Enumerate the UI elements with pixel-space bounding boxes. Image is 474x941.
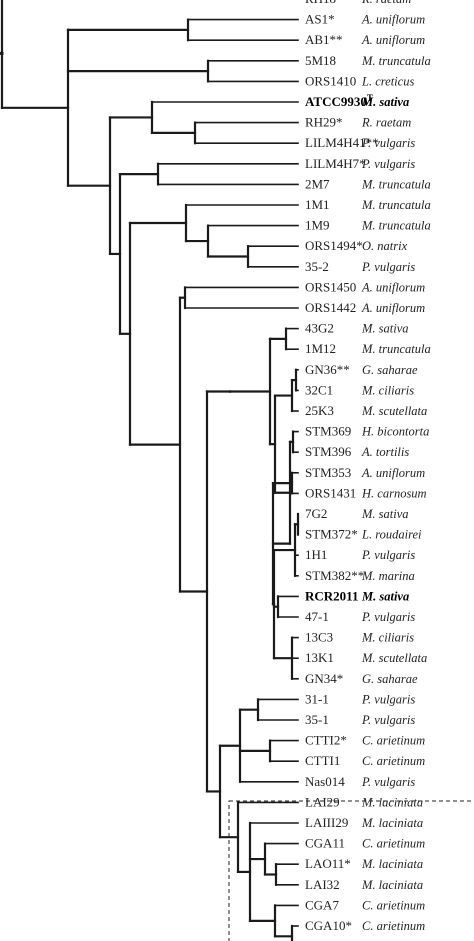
leaf-host-label: C. arietinum: [362, 734, 425, 748]
leaf-host-label: C. arietinum: [362, 754, 425, 768]
leaf-strain-label: GN36**: [305, 362, 350, 377]
leaf-host-label: L. roudairei: [361, 528, 422, 542]
leaf-strain-label: 1M12: [305, 341, 336, 356]
leaf-strain-label: Nas014: [305, 774, 345, 789]
leaf-host-label: M. ciliaris: [361, 631, 414, 645]
leaf-host-label: A. uniflorum: [361, 280, 425, 294]
leaf-labels: RH18** R. raetam AS1* A. uniflorum AB1** A. u…: [305, 0, 431, 941]
leaf-host-label: M. sativa: [361, 507, 409, 521]
leaf-strain-label: 1M9: [305, 218, 330, 233]
type-strain-superscript: T: [367, 93, 373, 103]
leaf-host-label: L. creticus: [361, 74, 414, 88]
leaf-host-label: M. truncatula: [361, 219, 431, 233]
leaf-strain-label: 35-1: [305, 712, 329, 727]
leaf-strain-label: CTTI2*: [305, 733, 347, 748]
leaf-host-label: R. raetam: [361, 116, 411, 130]
leaf-strain-label: 2M7: [305, 176, 330, 191]
leaf-strain-label: STM353: [305, 465, 351, 480]
leaf-host-label: H. bicontorta: [361, 425, 429, 439]
leaf-strain-label: RCR2011: [305, 588, 358, 603]
leaf-strain-label: CTA27: [305, 939, 343, 941]
leaf-host-label: M. sativa: [361, 589, 409, 603]
leaf-host-label: P. vulgaris: [361, 610, 415, 624]
leaf-host-label: G. saharae: [362, 672, 418, 686]
leaf-host-label: A. uniflorum: [361, 301, 425, 315]
leaf-host-label: M. laciniata: [361, 816, 423, 830]
leaf-host-label: P. vulgaris: [361, 713, 415, 727]
leaf-strain-label: ORS1442: [305, 300, 356, 315]
leaf-strain-label: LAIII29: [305, 815, 348, 830]
leaf-host-label: M. truncatula: [361, 177, 431, 191]
leaf-strain-label: STM369: [305, 424, 351, 439]
leaf-strain-label: ORS1431: [305, 485, 356, 500]
leaf-strain-label: 35-2: [305, 259, 329, 274]
leaf-host-label: P. vulgaris: [361, 136, 415, 150]
leaf-strain-label: ORS1450: [305, 279, 356, 294]
leaf-host-label: C. arietinum: [362, 898, 425, 912]
leaf-strain-label: CGA7: [305, 897, 339, 912]
leaf-host-label: M. truncatula: [361, 342, 431, 356]
leaf-strain-label: AS1*: [305, 12, 335, 27]
leaf-host-label: M. marina: [361, 569, 415, 583]
leaf-host-label: H. carnosum: [361, 486, 427, 500]
leaf-host-label: P. vulgaris: [361, 260, 415, 274]
leaf-strain-label: ORS1410: [305, 73, 356, 88]
leaf-host-label: P. vulgaris: [361, 157, 415, 171]
leaf-strain-label: 47-1: [305, 609, 329, 624]
leaf-strain-label: LILM4H41**: [305, 135, 379, 150]
leaf-strain-label: CTTI1: [305, 753, 340, 768]
leaf-host-label: C. arietinum: [362, 837, 425, 851]
leaf-host-label: C. arietinum: [362, 919, 425, 933]
leaf-strain-label: 43G2: [305, 321, 334, 336]
leaf-strain-label: ATCC9930T: [305, 93, 373, 109]
leaf-host-label: M. laciniata: [361, 878, 423, 892]
leaf-strain-label: LAI29: [305, 794, 340, 809]
leaf-host-label: M. laciniata: [361, 795, 423, 809]
highlighted-clade-box: [228, 800, 474, 941]
leaf-strain-label: RH29*: [305, 115, 343, 130]
leaf-host-label: A. uniflorum: [361, 466, 425, 480]
leaf-strain-label: CGA11: [305, 836, 345, 851]
leaf-host-label: O. natrix: [362, 239, 408, 253]
leaf-strain-label: 1M1: [305, 197, 330, 212]
leaf-strain-label: STM396: [305, 444, 352, 459]
leaf-strain-label: 1H1: [305, 547, 327, 562]
leaf-strain-label: 25K3: [305, 403, 334, 418]
leaf-host-label: G. saharae: [362, 363, 418, 377]
leaf-strain-label: ORS1494*: [305, 238, 363, 253]
leaf-host-label: M. scutellata: [361, 404, 427, 418]
leaf-host-label: M. truncatula: [361, 54, 431, 68]
leaf-host-label: P. vulgaris: [361, 775, 415, 789]
leaf-host-label: M. sativa: [361, 95, 409, 109]
leaf-host-label: M. truncatula: [361, 198, 431, 212]
leaf-strain-label: CGA10*: [305, 918, 352, 933]
leaf-strain-label: GN34*: [305, 671, 343, 686]
leaf-strain-label: LAO11*: [305, 856, 351, 871]
leaf-host-label: P. vulgaris: [361, 548, 415, 562]
leaf-strain-label: 13C3: [305, 630, 333, 645]
leaf-strain-label: 7G2: [305, 506, 327, 521]
leaf-host-label: A. tortilis: [361, 445, 409, 459]
leaf-host-label: M. ciliaris: [361, 383, 414, 397]
leaf-host-label: A. uniflorum: [361, 33, 425, 47]
leaf-strain-label: LAI32: [305, 877, 340, 892]
leaf-host-label: M. laciniata: [361, 857, 423, 871]
tree-branches: [0, 0, 300, 941]
leaf-host-label: P. vulgaris: [361, 692, 415, 706]
leaf-strain-label: 32C1: [305, 382, 333, 397]
leaf-host-label: A. uniflorum: [361, 13, 425, 27]
leaf-strain-label: STM372*: [305, 527, 358, 542]
leaf-strain-label: RH18**: [305, 0, 349, 6]
leaf-strain-label: 31-1: [305, 691, 329, 706]
leaf-strain-label: 5M18: [305, 53, 336, 68]
leaf-strain-label: AB1**: [305, 32, 343, 47]
leaf-host-label: M. scutellata: [361, 651, 427, 665]
leaf-strain-label: LILM4H7*: [305, 156, 366, 171]
leaf-host-label: R. raetam: [361, 0, 411, 6]
leaf-host-label: M. sativa: [361, 322, 409, 336]
leaf-strain-label: 13K1: [305, 650, 334, 665]
leaf-strain-label: STM382**: [305, 568, 364, 583]
leaf-host-label: C. arietinum: [362, 940, 425, 941]
